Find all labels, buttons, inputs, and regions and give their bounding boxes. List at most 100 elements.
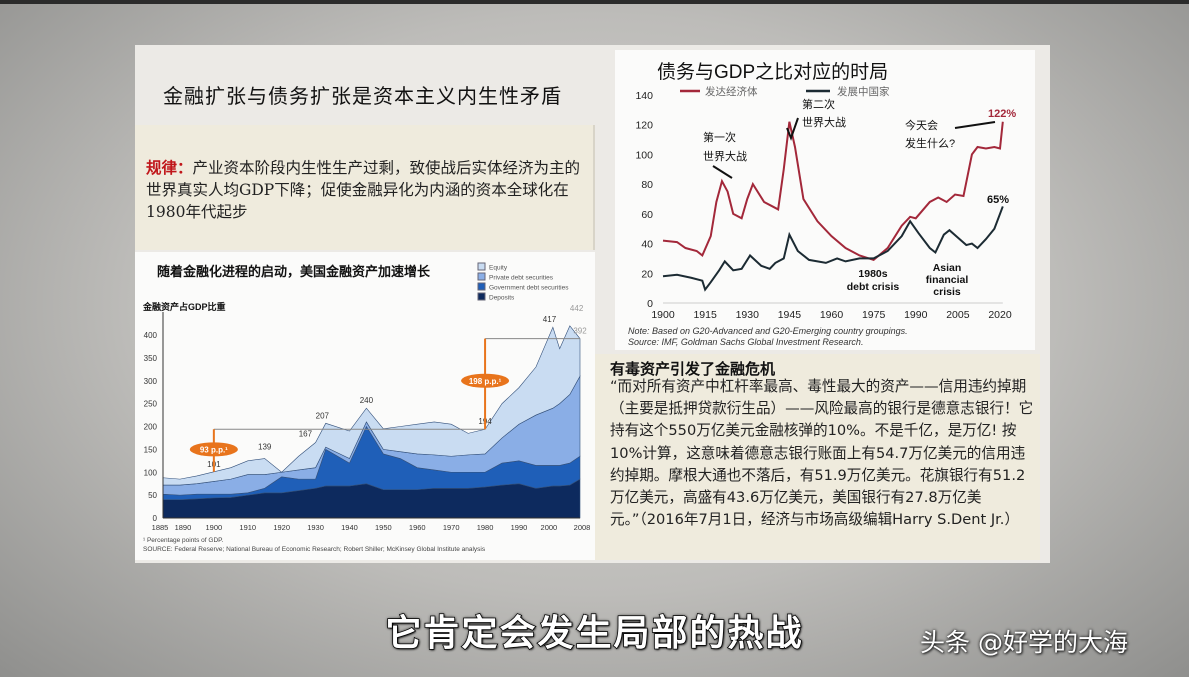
x-tick-label: 1990 (904, 309, 928, 321)
y-tick-label: 120 (635, 120, 653, 132)
legend-label: 发达经济体 (705, 85, 758, 98)
textbox-body: “而对所有资产中杠杆率最高、毒性最大的资产——信用违约掉期（主要是抵押贷款衍生品… (610, 378, 1034, 529)
note: Note: Based on G20-Advanced and G20-Emer… (628, 326, 908, 336)
x-tick-label: 2008 (574, 523, 591, 532)
annotation-badge (189, 442, 238, 457)
annotation-ww2: 第二次 (802, 97, 835, 111)
x-tick-label: 1900 (206, 523, 223, 532)
legend-swatch (477, 262, 486, 271)
annotation-65: 65% (987, 194, 1009, 206)
y-tick-label: 200 (144, 423, 158, 432)
debt-gdp-chart: 债务与GDP之比对应的时局 Note: Based on G20-Advance… (615, 50, 1035, 350)
annotation-ww1: 世界大战 (703, 149, 747, 163)
y-tick-label: 0 (647, 298, 653, 310)
x-tick-label: 1970 (443, 523, 460, 532)
annotation-1980s: debt crisis (847, 281, 900, 293)
x-tick-label: 2000 (541, 523, 558, 532)
rule-box: 规律：产业资本阶段内生性生产过剩，致使战后实体经济为主的世界真实人均GDP下降；… (135, 125, 595, 250)
y-tick-label: 20 (641, 268, 653, 280)
source: Source: IMF, Goldman Sachs Global Invest… (628, 337, 863, 347)
y-tick-label: 250 (144, 400, 158, 409)
rule-label: 规律： (146, 158, 193, 177)
data-label: 442 (570, 304, 584, 313)
annotation-asian-crisis: Asian (933, 262, 962, 274)
footnote: ¹ Percentage points of GDP. (143, 537, 224, 544)
annotation-asian-crisis: crisis (933, 286, 961, 298)
line-developing (662, 206, 1004, 292)
annotation-1980s: 1980s (858, 268, 887, 280)
chart-title: 随着金融化进程的启动，美国金融资产加速增长 (157, 264, 431, 279)
chart-title: 债务与GDP之比对应的时局 (657, 61, 888, 83)
x-tick-label: 1930 (307, 523, 324, 532)
x-tick-label: 1960 (409, 523, 426, 532)
y-tick-label: 80 (641, 179, 653, 191)
data-label: 167 (299, 430, 313, 439)
arrow-ww1 (712, 165, 733, 179)
y-axis-label: 金融资产占GDP比重 (142, 301, 226, 312)
annotation-label: 93 p.p.¹ (200, 445, 228, 454)
x-tick-label: 1910 (239, 523, 256, 532)
data-label: 392 (573, 327, 587, 336)
annotation-today: 今天会 (905, 118, 938, 132)
x-tick-label: 1950 (375, 523, 392, 532)
legend-swatch (477, 292, 486, 301)
y-tick-label: 300 (144, 377, 158, 386)
financial-assets-chart: 随着金融化进程的启动，美国金融资产加速增长 金融资产占GDP比重 ¹ Perce… (135, 252, 595, 560)
data-label: 207 (316, 411, 330, 420)
legend-swatch (477, 282, 486, 291)
x-tick-label: 2005 (946, 309, 970, 321)
data-label: 240 (360, 396, 374, 405)
y-tick-label: 140 (635, 90, 653, 102)
x-tick-label: 1990 (511, 523, 528, 532)
x-tick-label: 1940 (341, 523, 358, 532)
rule-text: 规律：产业资本阶段内生性生产过剩，致使战后实体经济为主的世界真实人均GDP下降；… (146, 157, 586, 223)
x-tick-label: 1890 (175, 523, 192, 532)
legend-label: 发展中国家 (837, 85, 890, 98)
data-label: 417 (543, 315, 557, 324)
x-tick-label: 1885 (152, 523, 169, 532)
legend-label: Private debt securities (489, 275, 554, 282)
video-top-border (0, 0, 1189, 4)
x-tick-label: 1920 (273, 523, 290, 532)
y-tick-label: 100 (144, 468, 158, 477)
area-equity (162, 325, 581, 486)
y-tick-label: 0 (153, 514, 158, 523)
toxic-assets-box: 有毒资产引发了金融危机 “而对所有资产中杠杆率最高、毒性最大的资产——信用违约掉… (595, 354, 1040, 560)
arrow-ww2 (786, 117, 799, 141)
annotation-today: 发生什么? (905, 136, 955, 150)
x-tick-label: 2020 (988, 309, 1012, 321)
x-tick-label: 1945 (778, 309, 802, 321)
line-advanced (662, 121, 1004, 262)
y-tick-label: 100 (635, 149, 653, 161)
annotation-ww2: 世界大战 (802, 115, 846, 129)
x-tick-label: 1980 (477, 523, 494, 532)
y-tick-label: 50 (148, 491, 157, 500)
x-tick-label: 1930 (736, 309, 760, 321)
financial-assets-svg: 随着金融化进程的启动，美国金融资产加速增长 金融资产占GDP比重 ¹ Perce… (142, 262, 591, 553)
legend-label: Deposits (489, 295, 515, 302)
y-tick-label: 150 (144, 445, 158, 454)
x-tick-label: 1915 (693, 309, 717, 321)
annotation-label: 198 p.p.¹ (469, 377, 502, 386)
debt-gdp-svg: 债务与GDP之比对应的时局 Note: Based on G20-Advance… (628, 61, 1016, 347)
arrow-today (954, 121, 996, 129)
video-subtitle: 它肯定会发生局部的热战 (385, 612, 804, 655)
data-label: 139 (258, 442, 272, 451)
source: SOURCE: Federal Reserve; National Bureau… (143, 546, 486, 553)
y-tick-label: 400 (144, 331, 158, 340)
legend-label: Equity (489, 265, 508, 272)
x-tick-label: 1900 (651, 309, 675, 321)
annotation-asian-crisis: financial (926, 274, 969, 286)
slide-title: 金融扩张与债务扩张是资本主义内生性矛盾 (163, 84, 562, 108)
legend-label: Government debt securities (489, 285, 569, 292)
annotation-122: 122% (988, 108, 1016, 120)
x-tick-label: 1975 (862, 309, 886, 321)
y-tick-label: 350 (144, 354, 158, 363)
annotation-ww1: 第一次 (703, 130, 736, 144)
annotation-badge (461, 373, 510, 388)
watermark: 头条 @好学的大海 (920, 628, 1128, 657)
rule-body: 产业资本阶段内生性生产过剩，致使战后实体经济为主的世界真实人均GDP下降；促使金… (146, 159, 581, 221)
x-tick-label: 1960 (820, 309, 844, 321)
y-tick-label: 60 (641, 209, 653, 221)
textbox-heading: 有毒资产引发了金融危机 (610, 360, 776, 378)
